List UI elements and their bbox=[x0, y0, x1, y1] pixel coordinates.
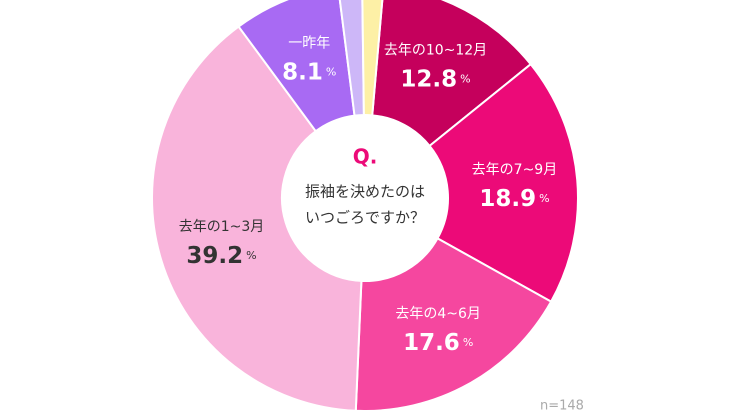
slice-value: 8.1% bbox=[282, 59, 336, 85]
question-text: 振袖を決めたのは bbox=[305, 183, 425, 201]
slice-label: 去年の7~9月 bbox=[472, 162, 558, 178]
slice-label: 去年の4~6月 bbox=[395, 306, 481, 322]
slice-label: 一昨年 bbox=[288, 36, 330, 52]
slice-label: 去年の1~3月 bbox=[179, 219, 265, 235]
question-text: いつごろですか？ bbox=[305, 209, 425, 227]
value-label: 17.6 bbox=[403, 329, 460, 355]
value-label: 12.8 bbox=[400, 66, 457, 92]
slice-value: 18.9% bbox=[479, 186, 549, 212]
slice-value: 12.8% bbox=[400, 66, 470, 92]
value-unit: % bbox=[463, 336, 473, 349]
center-circle bbox=[282, 115, 448, 281]
value-label: 39.2 bbox=[186, 242, 243, 268]
value-label: 8.1 bbox=[282, 59, 323, 85]
slice-label: 去年の10~12月 bbox=[384, 43, 487, 59]
value-unit: % bbox=[246, 249, 256, 262]
value-unit: % bbox=[539, 192, 549, 205]
question-mark: Q. bbox=[353, 145, 378, 169]
value-unit: % bbox=[460, 73, 470, 86]
slice-value: 17.6% bbox=[403, 329, 473, 355]
slice-value: 39.2% bbox=[186, 242, 256, 268]
sample-note: n=148 bbox=[540, 399, 584, 410]
value-unit: % bbox=[326, 66, 336, 79]
value-label: 18.9 bbox=[479, 186, 536, 212]
